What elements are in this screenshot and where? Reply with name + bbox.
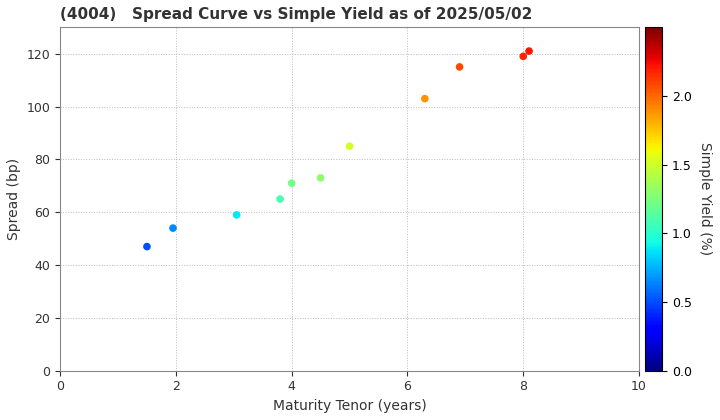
Point [231,212,243,218]
Point [419,95,431,102]
Point [141,243,153,250]
Point [344,143,356,150]
Point [286,180,297,186]
Point [167,225,179,231]
Point [315,175,326,181]
Point [518,53,529,60]
X-axis label: Maturity Tenor (years): Maturity Tenor (years) [273,399,426,413]
Point [454,63,465,70]
Y-axis label: Simple Yield (%): Simple Yield (%) [698,142,711,256]
Text: (4004)   Spread Curve vs Simple Yield as of 2025/05/02: (4004) Spread Curve vs Simple Yield as o… [60,7,533,22]
Point [523,48,535,55]
Point [274,196,286,202]
Y-axis label: Spread (bp): Spread (bp) [7,158,21,240]
